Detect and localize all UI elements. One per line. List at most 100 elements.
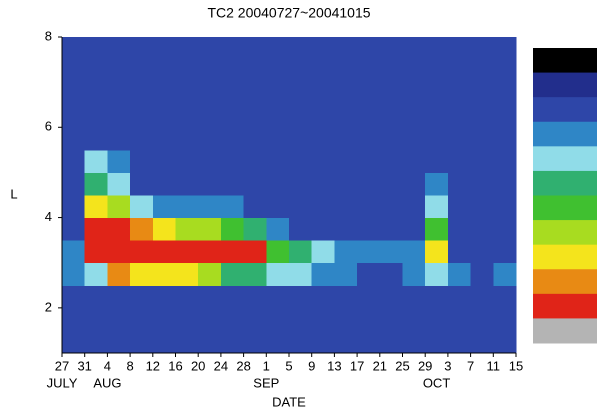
x-tick-label: 24 [214,358,228,373]
heat-cell [289,285,313,309]
heat-cell [379,307,403,331]
heat-cell [243,195,267,219]
heat-cell [107,240,131,264]
heat-cell [311,104,335,128]
heat-cell [198,149,222,173]
heat-cell [243,127,267,151]
heat-cell [266,149,290,173]
heat-cell [175,37,199,61]
heat-cell [175,217,199,241]
heat-cell [425,240,449,264]
heat-cell [243,330,267,354]
heat-cell [266,217,290,241]
heat-cell [220,330,245,354]
heat-cell [220,217,245,241]
heat-cell [84,172,108,196]
heat-cell [425,285,449,309]
heat-cell [357,149,381,173]
heat-cell [357,127,381,151]
heat-cell [425,37,449,61]
heat-cell [493,59,517,83]
heat-cell [311,149,335,173]
heat-cell [402,127,426,151]
heat-cell [402,217,426,241]
heat-cell [62,195,86,219]
heat-cell [266,262,290,286]
heat-cell [243,285,267,309]
heat-cell [493,82,517,106]
heat-cell [84,37,108,61]
heat-cell [62,262,86,286]
heat-cell [425,149,449,173]
heat-cell [402,307,426,331]
heat-cell [357,82,381,106]
heat-cell [175,307,199,331]
heat-cell [379,59,403,83]
heat-cell [357,285,381,309]
heat-cell [402,149,426,173]
heat-cell [243,82,267,106]
x-tick-label: 9 [308,358,315,373]
heat-cell [311,285,335,309]
heat-cell [62,37,86,61]
heat-cell [289,149,313,173]
colorbar-swatch [533,97,597,123]
heat-cell [379,37,403,61]
heat-cell [62,330,86,354]
heat-cell [107,285,131,309]
heat-cell [470,307,494,331]
heat-cell [243,217,267,241]
heat-cell [357,172,381,196]
heat-cell [311,59,335,83]
heat-cell [152,240,176,264]
heat-cell [152,217,176,241]
heat-cell [493,240,517,264]
heat-cell [425,262,449,286]
colorbar-swatch [533,72,597,98]
heat-cell [107,104,131,128]
colorbar-swatch [533,318,597,344]
heat-cell [447,285,472,309]
heat-cell [447,37,472,61]
heat-cell [243,172,267,196]
heat-cell [289,330,313,354]
heat-cell [130,330,154,354]
x-tick-label: 7 [467,358,474,373]
heat-cell [152,195,176,219]
heat-cell [62,307,86,331]
heat-cell [107,172,131,196]
heat-cell [130,149,154,173]
heat-cell [447,127,472,151]
heat-cell [357,307,381,331]
heat-cell [357,37,381,61]
heat-cell [107,82,131,106]
colorbar-swatch [533,146,597,172]
heat-cell [130,285,154,309]
heat-cell [84,285,108,309]
heat-cell [470,330,494,354]
heat-cell [447,82,472,106]
heat-cell [379,195,403,219]
heat-cell [62,149,86,173]
heat-cell [470,37,494,61]
heat-cell [447,262,472,286]
heat-cell [289,104,313,128]
heat-cell [243,59,267,83]
heat-cell [175,262,199,286]
x-tick-label: 11 [487,358,501,373]
colorbar-swatch [533,244,597,270]
heat-cell [470,240,494,264]
heat-cell [357,59,381,83]
heat-cell [447,330,472,354]
heat-cell [84,149,108,173]
heat-cell [175,330,199,354]
heat-cell [311,307,335,331]
colorbar-swatch [533,293,597,319]
heat-cell [84,195,108,219]
heat-cell [130,240,154,264]
heat-cell [334,127,358,151]
heat-cell [311,172,335,196]
heat-cell [107,217,131,241]
heat-cell [220,127,245,151]
heat-cell [130,127,154,151]
